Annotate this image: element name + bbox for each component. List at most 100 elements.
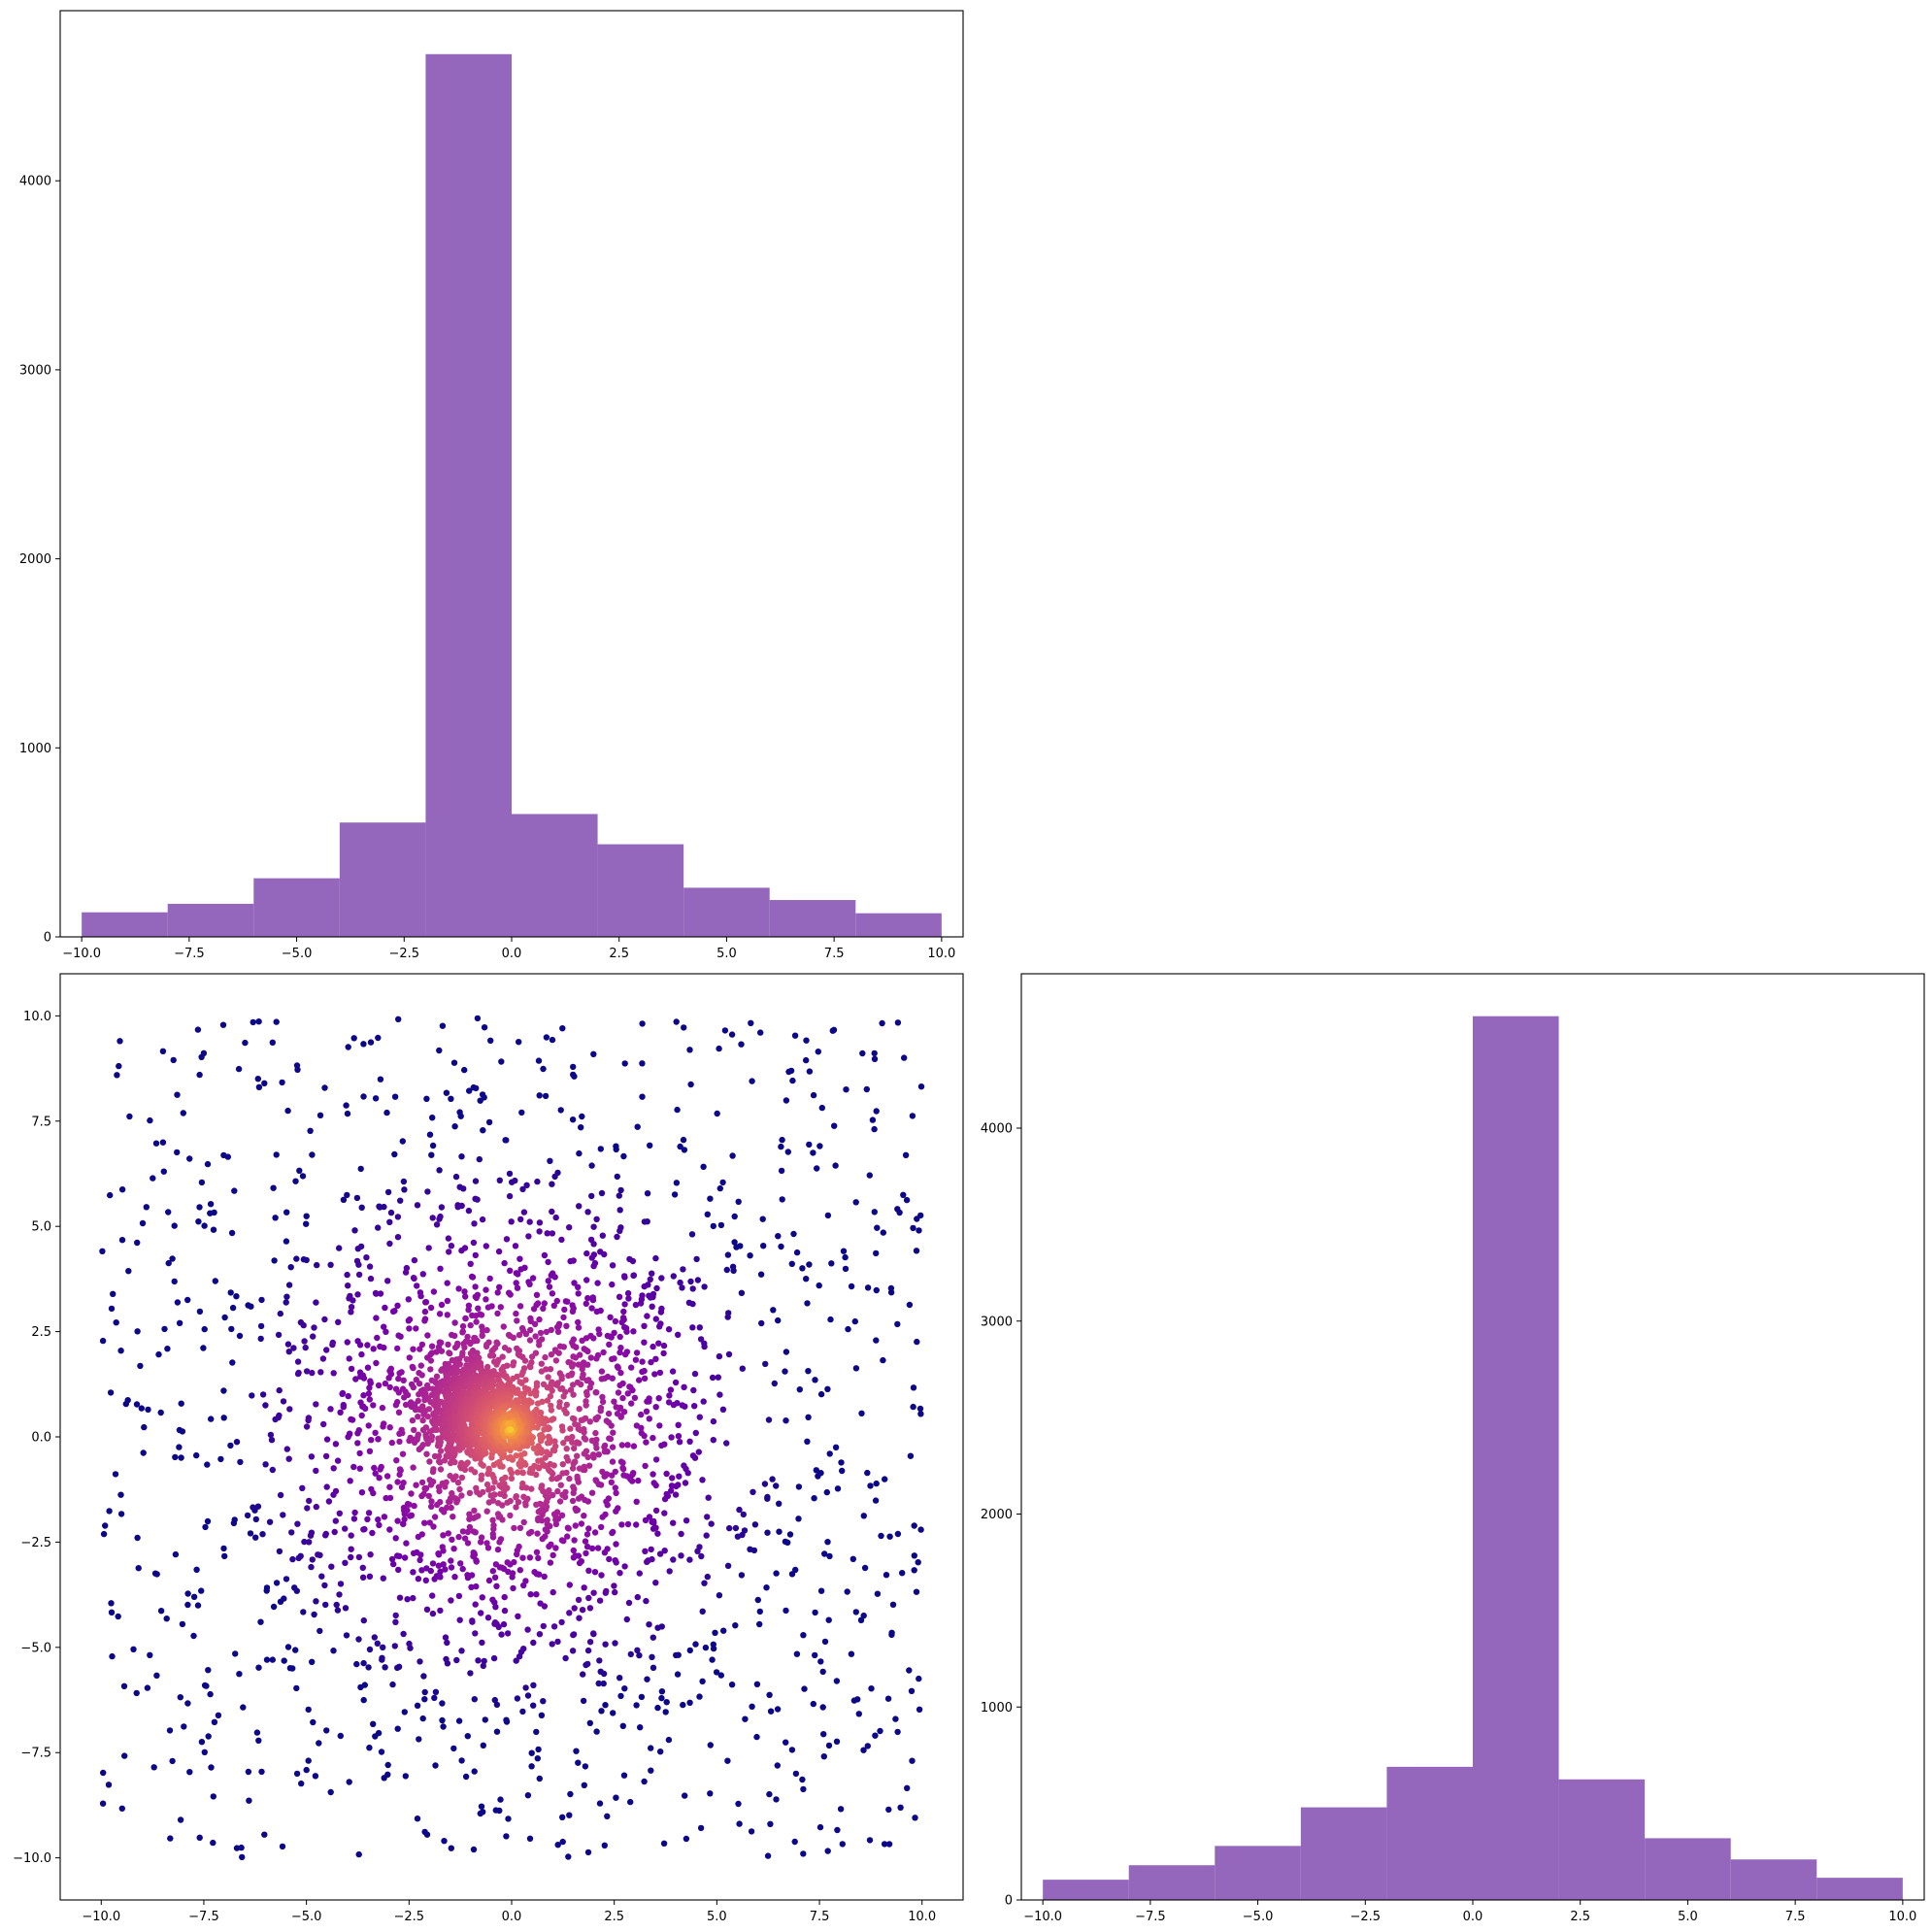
bottom-left-point — [483, 1326, 490, 1334]
bottom-left-point — [678, 1530, 684, 1538]
bottom-left-point — [250, 1018, 256, 1026]
bottom-left-point — [219, 1021, 227, 1028]
bottom-left-point — [593, 1308, 600, 1316]
bottom-left-point — [630, 1443, 638, 1449]
bottom-left-point — [547, 1157, 553, 1165]
bottom-left-point — [458, 1153, 465, 1160]
bottom-left-point — [330, 1370, 337, 1377]
bottom-left-point — [360, 1696, 367, 1704]
bottom-left-point — [276, 1386, 283, 1394]
bottom-left-point — [255, 1737, 262, 1745]
bottom-left-point — [342, 1605, 350, 1612]
bottom-left-point — [200, 1345, 207, 1351]
bottom-left-point — [316, 1112, 324, 1119]
bottom-left-point — [543, 1449, 550, 1455]
bottom-left-point — [475, 1305, 482, 1312]
bottom-left-point — [458, 1247, 465, 1254]
bottom-left-point — [239, 1853, 246, 1861]
bottom-left-point — [495, 1248, 503, 1255]
bottom-left-x-tick-label: 2.5 — [604, 1910, 624, 1924]
bottom-left-point — [247, 1530, 254, 1537]
bottom-left-point — [474, 1349, 481, 1356]
bottom-left-point — [771, 1380, 778, 1387]
bottom-left-point — [382, 1380, 389, 1387]
bottom-left-point — [408, 1490, 415, 1497]
bottom-left-point — [803, 1276, 810, 1282]
bottom-left-point — [650, 1480, 657, 1486]
bottom-left-point — [652, 1404, 659, 1411]
bottom-left-point — [377, 1076, 384, 1083]
bottom-left-point — [436, 1167, 443, 1174]
bottom-left-point — [353, 1660, 360, 1668]
bottom-left-point — [793, 1249, 801, 1256]
bottom-left-point — [590, 1241, 597, 1248]
bottom-left-point — [306, 1497, 313, 1505]
bottom-left-point — [391, 1093, 399, 1100]
bottom-left-point — [186, 1155, 193, 1162]
bottom-left-point — [458, 1648, 465, 1654]
bottom-left-point — [466, 1511, 473, 1517]
bottom-left-point — [687, 1278, 694, 1285]
bottom-left-point — [174, 1299, 182, 1306]
bottom-left-point — [359, 1574, 367, 1582]
bottom-left-point — [422, 1424, 430, 1431]
bottom-left-point — [658, 1688, 666, 1695]
bottom-left-point — [839, 1467, 846, 1475]
bottom-left-point — [520, 1493, 527, 1501]
bottom-left-point — [360, 1041, 367, 1048]
bottom-left-point — [788, 1747, 796, 1753]
bottom-left-point — [415, 1576, 422, 1582]
bottom-left-point — [571, 1537, 578, 1544]
bottom-left-point — [319, 1355, 327, 1362]
bottom-left-point — [220, 1415, 227, 1421]
bottom-left-point — [340, 1404, 347, 1411]
bottom-left-point — [150, 1764, 157, 1771]
bottom-left-point — [709, 1374, 716, 1382]
bottom-left-point — [471, 1220, 478, 1227]
bottom-left-point — [483, 1243, 489, 1249]
bottom-left-point — [641, 1322, 648, 1330]
bottom-left-point — [517, 1456, 524, 1464]
bottom-left-point — [913, 1248, 920, 1254]
bottom-left-point — [432, 1688, 440, 1696]
bottom-left-point — [616, 1382, 623, 1389]
bottom-left-point — [483, 1296, 489, 1303]
bottom-left-point — [633, 1521, 640, 1528]
bottom-left-point — [522, 1684, 529, 1691]
bottom-left-point — [558, 1618, 565, 1626]
bottom-left-point — [503, 1236, 511, 1243]
top-left-x-tick-label: 2.5 — [609, 947, 629, 961]
scatter-bottom-left: −10.0 −7.5 −5.0 −2.5 0.0 2.5 5.0 7.5 10.0−10.0−7… — [13, 973, 964, 1924]
bottom-left-point — [581, 1346, 587, 1352]
bottom-left-point — [280, 1398, 287, 1405]
bottom-left-point — [395, 1389, 402, 1396]
bottom-left-point — [788, 1260, 795, 1268]
bottom-right-bar — [1300, 1807, 1387, 1900]
bottom-left-point — [416, 1346, 423, 1352]
bottom-left-point — [545, 1258, 551, 1266]
bottom-left-point — [334, 1607, 342, 1614]
bottom-left-point — [151, 1570, 159, 1577]
bottom-left-point — [569, 1382, 577, 1388]
bottom-left-point — [648, 1546, 654, 1553]
bottom-left-point — [566, 1812, 573, 1818]
bottom-left-point — [576, 1203, 583, 1210]
bottom-left-point — [273, 1580, 281, 1586]
bottom-left-point — [296, 1167, 303, 1175]
bottom-left-point — [435, 1550, 442, 1557]
bottom-left-point — [329, 1341, 336, 1349]
bottom-left-point — [283, 1446, 290, 1452]
bottom-left-point — [107, 1389, 115, 1396]
bottom-left-point — [589, 1296, 597, 1304]
bottom-left-point — [616, 1333, 623, 1341]
bottom-left-point — [612, 1484, 618, 1491]
bottom-left-point — [313, 1299, 319, 1306]
bottom-left-point — [672, 1379, 680, 1386]
bottom-left-point — [472, 1630, 479, 1637]
bottom-left-point — [580, 1671, 586, 1678]
bottom-left-point — [480, 1662, 486, 1670]
bottom-left-point — [696, 1414, 703, 1420]
bottom-left-point — [258, 1768, 265, 1776]
bottom-left-point — [603, 1587, 610, 1595]
bottom-left-point — [281, 1657, 287, 1664]
